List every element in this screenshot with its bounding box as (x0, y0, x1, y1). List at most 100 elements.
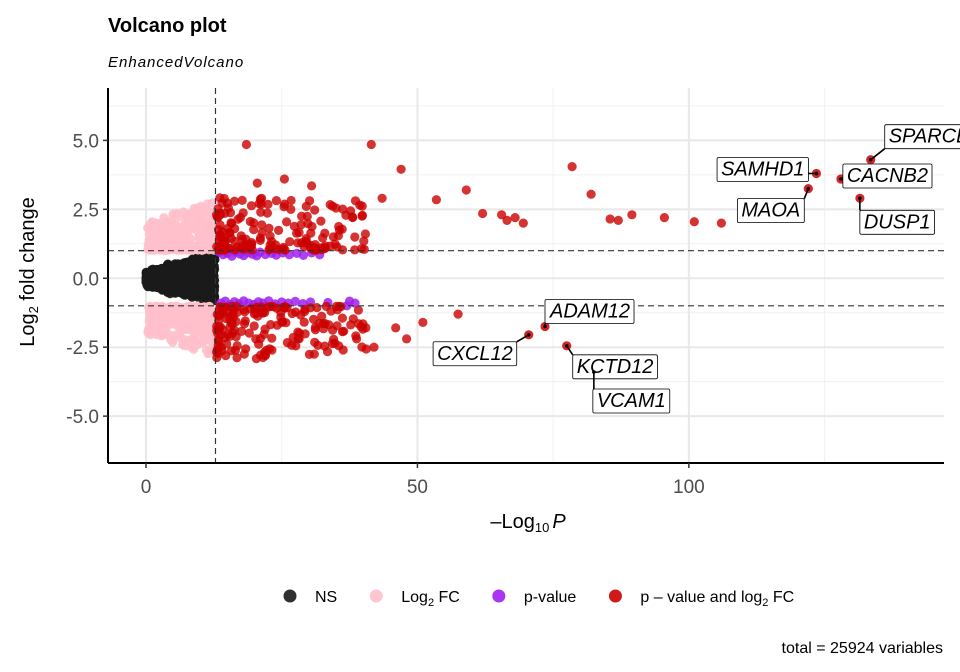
point-pvalue-and-log2fc (510, 213, 520, 223)
point-pvalue-and-log2fc (613, 215, 623, 225)
point-log2fc (172, 226, 182, 237)
point-pvalue-and-log2fc (369, 342, 379, 352)
point-pvalue-and-log2fc (262, 208, 272, 218)
point-log2fc (192, 216, 203, 226)
legend: NS Log2 FC p-value p – value and log2 FC (283, 589, 794, 609)
series-pvalue-and-log2fc (212, 139, 876, 377)
point-log2fc (156, 331, 166, 341)
gene-label-connector (516, 334, 530, 343)
point-pvalue-and-log2fc (294, 227, 304, 238)
gene-label-anchor (839, 177, 843, 181)
gene-label-anchor (868, 157, 873, 162)
point-pvalue-and-log2fc (245, 216, 255, 227)
point-pvalue-and-log2fc (301, 201, 311, 211)
point-log2fc (164, 308, 174, 318)
point-log2fc (177, 311, 187, 321)
point-pvalue-and-log2fc (265, 301, 275, 312)
point-pvalue-and-log2fc (309, 349, 319, 359)
point-pvalue-and-log2fc (311, 245, 321, 255)
point-pvalue-and-log2fc (309, 314, 319, 324)
point-pvalue-and-log2fc (229, 325, 239, 335)
point-pvalue-and-log2fc (659, 213, 670, 223)
point-pvalue-and-log2fc (279, 174, 289, 184)
point-pvalue-and-log2fc (256, 207, 266, 217)
point-pvalue-and-log2fc (226, 346, 236, 356)
point-pvalue-and-log2fc (310, 205, 320, 215)
point-pvalue-and-log2fc (217, 198, 227, 208)
point-pvalue-and-log2fc (359, 244, 369, 254)
caption: total = 25924 variables (782, 640, 943, 657)
point-log2fc (159, 213, 169, 223)
point-pvalue-and-log2fc (391, 323, 401, 333)
gene-label-sparcl1: SPARCL1 (889, 126, 960, 148)
point-pvalue-and-log2fc (357, 201, 367, 211)
point-log2fc (166, 216, 176, 226)
point-log2fc (170, 244, 180, 254)
gene-label-connector (870, 148, 886, 161)
series-ns (141, 250, 220, 307)
y-tick-label: -5.0 (66, 407, 99, 428)
point-pvalue-and-log2fc (332, 321, 342, 331)
point-pvalue-and-log2fc (217, 227, 227, 237)
point-pvalue-and-log2fc (257, 193, 267, 203)
x-tick-label: 50 (407, 477, 428, 498)
point-pvalue-and-log2fc (225, 228, 235, 238)
point-log2fc (200, 240, 210, 250)
point-log2fc (153, 236, 164, 246)
gene-label-box (432, 341, 518, 367)
point-pvalue-and-log2fc (282, 217, 292, 227)
point-pvalue-and-log2fc (361, 344, 371, 354)
y-tick-label: -2.5 (66, 338, 99, 359)
point-pvalue-and-log2fc (689, 217, 699, 227)
point-pvalue-and-log2fc (244, 328, 254, 338)
point-pvalue-and-log2fc (279, 202, 289, 212)
point-ns (148, 265, 158, 275)
point-pvalue-and-log2fc (567, 162, 577, 172)
point-pvalue-and-log2fc (418, 317, 428, 327)
point-pvalue-and-log2fc (282, 338, 292, 348)
point-pvalue-and-log2fc (350, 245, 360, 255)
point-pvalue-and-log2fc (264, 223, 274, 233)
point-pvalue-and-log2fc (518, 218, 528, 228)
point-pvalue-and-log2fc (359, 236, 369, 246)
point-pvalue-and-log2fc (278, 242, 289, 252)
point-pvalue-and-log2fc (238, 244, 249, 254)
point-pvalue-and-log2fc (396, 164, 406, 174)
point-pvalue-and-log2fc (354, 319, 364, 329)
point-pvalue-and-log2fc (334, 341, 344, 351)
point-ns (189, 288, 199, 298)
point-pvalue-and-log2fc (212, 325, 222, 335)
point-pvalue-and-log2fc (241, 344, 251, 354)
point-log2fc (185, 239, 195, 249)
gene-label-vcam1: VCAM1 (597, 390, 666, 412)
gene-label-box (592, 388, 671, 414)
point-pvalue-and-log2fc (229, 196, 240, 206)
point-pvalue-and-log2fc (249, 225, 259, 235)
point-pvalue-and-log2fc (249, 304, 260, 314)
point-log2fc (143, 325, 153, 336)
point-pvalue-and-log2fc (222, 339, 232, 349)
point-pvalue (298, 250, 308, 260)
point-pvalue-and-log2fc (360, 229, 370, 239)
gene-label-box (716, 157, 809, 182)
gene-label-dusp1: DUSP1 (864, 211, 931, 233)
point-pvalue-and-log2fc (329, 334, 339, 344)
point-pvalue-and-log2fc (328, 232, 338, 242)
point-pvalue-and-log2fc (291, 341, 301, 351)
axes: -5.0 -2.5 0.0 2.5 5.0 0 50 100 (66, 88, 944, 498)
point-pvalue-and-log2fc (232, 307, 242, 318)
point-log2fc (201, 345, 211, 355)
point-pvalue-and-log2fc (301, 234, 311, 244)
point-pvalue-and-log2fc (263, 199, 273, 209)
point-log2fc (200, 312, 210, 322)
point-pvalue-and-log2fc (215, 220, 225, 230)
point-log2fc (166, 233, 176, 243)
y-tick-label: 0.0 (73, 269, 99, 290)
point-log2fc (183, 224, 193, 234)
point-pvalue-and-log2fc (265, 231, 275, 241)
point-ns (192, 281, 202, 291)
gene-label-anchor (814, 171, 819, 176)
x-tick-label: 100 (673, 477, 705, 498)
point-pvalue-and-log2fc (277, 317, 287, 327)
point-pvalue-and-log2fc (252, 178, 262, 188)
